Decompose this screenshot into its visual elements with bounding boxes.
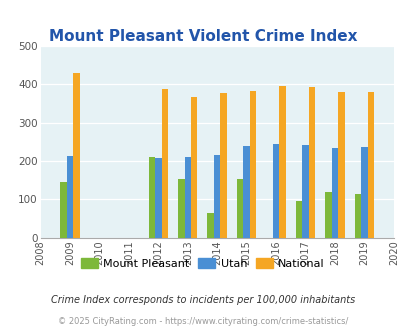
Bar — [331, 148, 337, 238]
Bar — [220, 93, 226, 238]
Bar — [354, 194, 360, 238]
Text: Mount Pleasant Violent Crime Index: Mount Pleasant Violent Crime Index — [49, 29, 356, 44]
Bar — [213, 154, 220, 238]
Bar — [67, 156, 73, 238]
Legend: Mount Pleasant, Utah, National: Mount Pleasant, Utah, National — [77, 254, 328, 273]
Bar — [272, 144, 279, 238]
Bar — [184, 157, 190, 238]
Bar — [190, 97, 197, 238]
Bar — [367, 92, 373, 238]
Bar — [148, 157, 155, 238]
Bar — [60, 182, 67, 238]
Bar — [337, 92, 344, 238]
Bar — [279, 85, 285, 238]
Bar — [207, 213, 213, 238]
Bar — [73, 73, 79, 238]
Text: Crime Index corresponds to incidents per 100,000 inhabitants: Crime Index corresponds to incidents per… — [51, 295, 354, 305]
Bar — [178, 179, 184, 238]
Bar — [249, 91, 256, 238]
Bar — [161, 89, 168, 238]
Bar — [324, 192, 331, 238]
Bar — [295, 201, 302, 238]
Text: © 2025 CityRating.com - https://www.cityrating.com/crime-statistics/: © 2025 CityRating.com - https://www.city… — [58, 317, 347, 326]
Bar — [237, 179, 243, 238]
Bar — [243, 147, 249, 238]
Bar — [360, 147, 367, 238]
Bar — [155, 158, 161, 238]
Bar — [302, 145, 308, 238]
Bar — [308, 87, 314, 238]
